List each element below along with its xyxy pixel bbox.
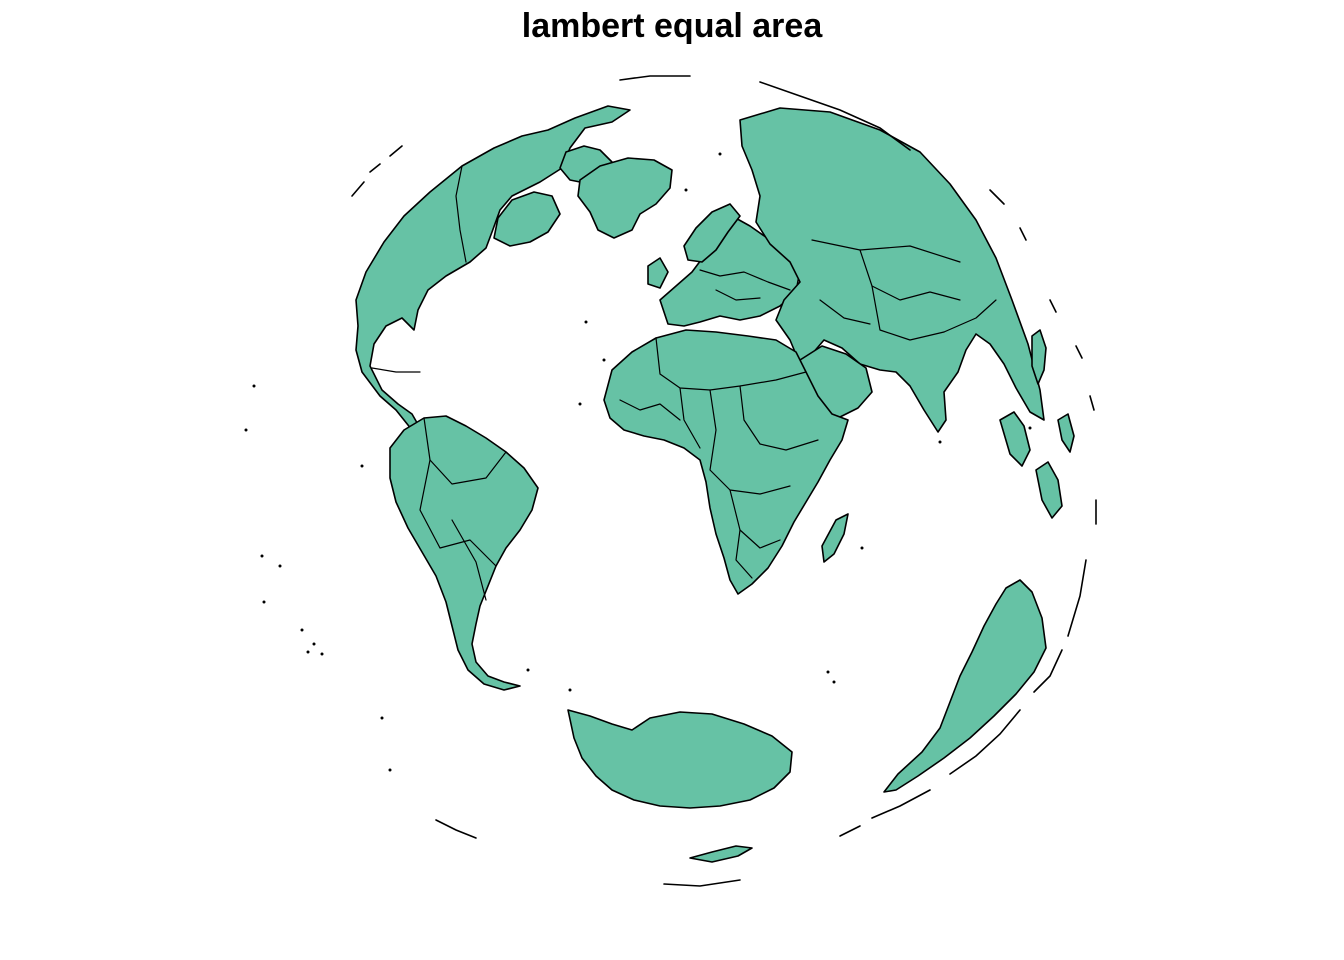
australia <box>883 579 1047 793</box>
map-title: lambert equal area <box>521 7 823 45</box>
madagascar <box>821 513 849 563</box>
island-specks <box>244 152 1032 772</box>
japan <box>1031 329 1047 385</box>
asia <box>739 107 1045 433</box>
southeast-asia-islands <box>999 411 1075 519</box>
scandinavia <box>683 203 741 263</box>
antarctica <box>567 709 793 809</box>
africa <box>603 329 849 595</box>
country-borders <box>371 165 997 601</box>
greenland <box>577 157 673 239</box>
south-america <box>389 415 539 691</box>
projection-edge-fragments <box>351 75 1097 887</box>
new-zealand <box>689 845 753 863</box>
